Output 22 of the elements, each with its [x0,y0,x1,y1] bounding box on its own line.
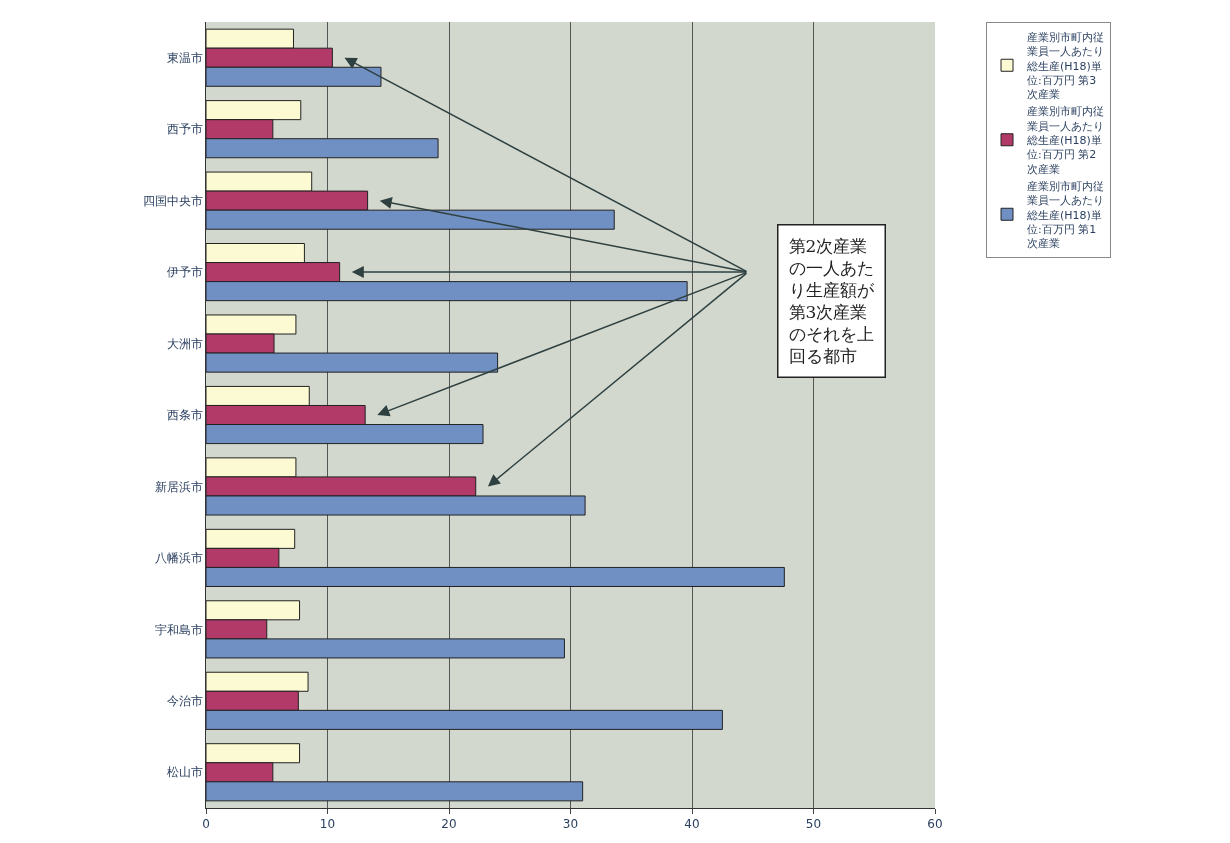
legend-label: 産業別市町内従業員一人あたり総生産(H18)単位:百万円 第2次産業 [1026,105,1105,176]
y-tick-label: 西条市 [166,408,203,423]
annotation: 第2次産業の一人あたり生産額が第3次産業のそれを上回る都市 [788,235,875,366]
x-tick-label: 40 [684,817,700,832]
y-tick-label: 新居浜市 [154,479,203,494]
x-tick-label: 20 [441,817,457,832]
y-tick-label: 西予市 [166,122,203,137]
x-tick-label: 10 [319,817,336,832]
x-tick-label: 60 [927,817,943,832]
y-tick-label: 四国中央市 [142,193,203,208]
y-tick-label: 今治市 [166,694,203,709]
y-tick-label: 大洲市 [166,336,203,351]
y-tick-label: 松山市 [166,765,203,780]
legend-label: 産業別市町内従業員一人あたり総生産(H18)単位:百万円 第1次産業 [1026,179,1105,251]
x-tick-label: 30 [562,817,579,832]
x-tick-label: 0 [202,817,210,832]
y-tick-label: 東温市 [166,50,203,65]
y-tick-label: 宇和島市 [154,622,203,637]
x-tick-label: 50 [805,817,822,832]
y-tick-label: 伊予市 [166,265,203,280]
legend-label: 産業別市町内従業員一人あたり総生産(H18)単位:百万円 第3次産業 [1026,30,1105,102]
y-tick-label: 八幡浜市 [154,551,203,566]
